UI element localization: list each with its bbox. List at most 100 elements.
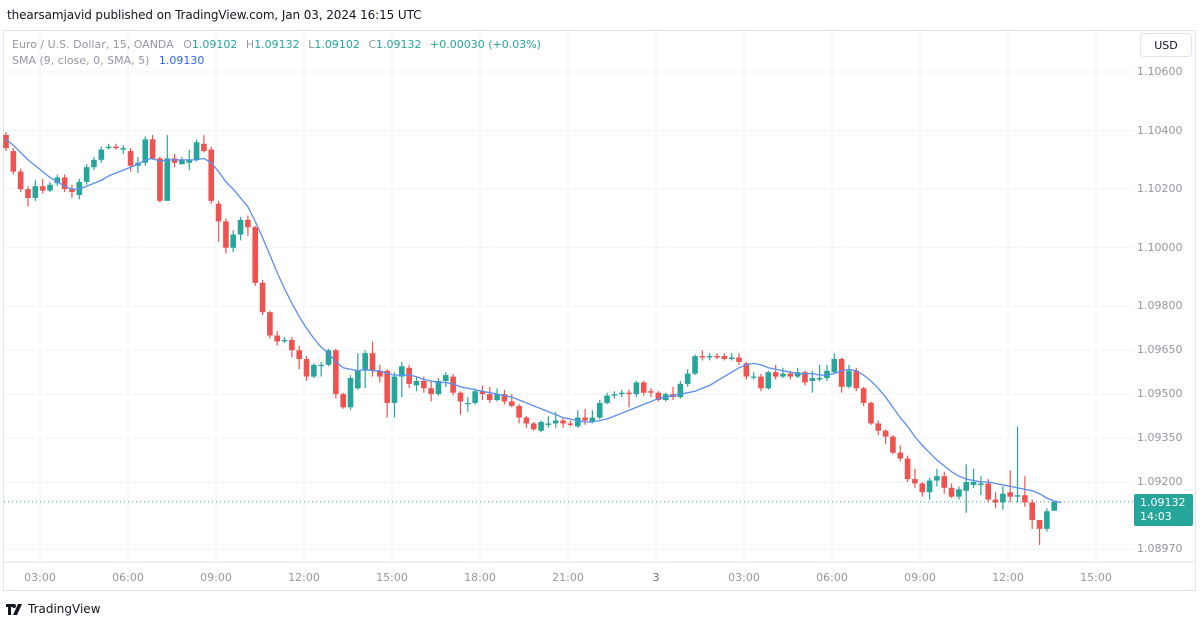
candle[interactable] bbox=[54, 174, 61, 187]
candle[interactable] bbox=[846, 364, 852, 389]
candle[interactable] bbox=[303, 356, 310, 381]
candle[interactable] bbox=[318, 361, 324, 377]
candle[interactable] bbox=[596, 400, 603, 420]
candle[interactable] bbox=[91, 156, 97, 171]
candle[interactable] bbox=[142, 136, 149, 166]
candle[interactable] bbox=[648, 388, 654, 398]
candle[interactable] bbox=[706, 353, 713, 361]
candle[interactable] bbox=[904, 455, 911, 482]
candle[interactable] bbox=[215, 200, 222, 242]
candle[interactable] bbox=[567, 420, 574, 427]
candle[interactable] bbox=[611, 391, 618, 399]
candle[interactable] bbox=[626, 389, 632, 408]
candle[interactable] bbox=[237, 216, 244, 241]
candle[interactable] bbox=[69, 184, 75, 198]
currency-button[interactable]: USD bbox=[1140, 33, 1192, 57]
candle[interactable] bbox=[472, 388, 478, 405]
candle[interactable] bbox=[413, 376, 420, 392]
candle[interactable] bbox=[32, 180, 39, 201]
candle[interactable] bbox=[523, 416, 530, 428]
candle[interactable] bbox=[714, 353, 720, 359]
candle[interactable] bbox=[267, 310, 273, 339]
candle[interactable] bbox=[501, 389, 508, 405]
candle[interactable] bbox=[816, 364, 823, 381]
candle[interactable] bbox=[875, 420, 882, 436]
candle[interactable] bbox=[692, 354, 698, 376]
candle[interactable] bbox=[149, 134, 156, 160]
candle[interactable] bbox=[333, 348, 339, 399]
candle[interactable] bbox=[486, 386, 493, 403]
candle[interactable] bbox=[589, 410, 596, 424]
candle[interactable] bbox=[765, 370, 772, 390]
candle[interactable] bbox=[83, 164, 90, 185]
candle[interactable] bbox=[464, 397, 471, 412]
candle[interactable] bbox=[443, 372, 449, 387]
candle[interactable] bbox=[802, 370, 808, 386]
candle[interactable] bbox=[780, 367, 786, 379]
candle[interactable] bbox=[157, 156, 163, 203]
candle[interactable] bbox=[113, 143, 119, 150]
candle[interactable] bbox=[289, 337, 295, 358]
chart-frame[interactable] bbox=[3, 30, 1196, 591]
candle[interactable] bbox=[39, 178, 46, 194]
candle[interactable] bbox=[1022, 476, 1028, 507]
symbol-name[interactable]: Euro / U.S. Dollar, 15, OANDA bbox=[12, 38, 174, 51]
candle[interactable] bbox=[794, 367, 801, 379]
candle[interactable] bbox=[245, 215, 251, 237]
candle[interactable] bbox=[538, 420, 544, 433]
candle[interactable] bbox=[340, 392, 346, 409]
candle[interactable] bbox=[1014, 426, 1021, 503]
candle[interactable] bbox=[311, 363, 317, 379]
candle[interactable] bbox=[10, 148, 17, 175]
candle[interactable] bbox=[296, 345, 302, 370]
candle[interactable] bbox=[530, 421, 537, 431]
candle[interactable] bbox=[164, 134, 171, 201]
candle[interactable] bbox=[399, 361, 405, 398]
candle[interactable] bbox=[259, 279, 266, 316]
candle[interactable] bbox=[978, 476, 984, 496]
candle[interactable] bbox=[435, 378, 442, 396]
candle[interactable] bbox=[1000, 486, 1006, 510]
candle[interactable] bbox=[963, 464, 970, 513]
candle[interactable] bbox=[120, 145, 127, 154]
candle[interactable] bbox=[684, 369, 691, 387]
candle[interactable] bbox=[208, 146, 215, 204]
candle[interactable] bbox=[457, 391, 464, 415]
candle[interactable] bbox=[1051, 501, 1057, 511]
candle[interactable] bbox=[193, 139, 200, 162]
candle[interactable] bbox=[384, 369, 390, 418]
candle[interactable] bbox=[223, 218, 229, 254]
candle[interactable] bbox=[838, 357, 845, 393]
candle[interactable] bbox=[912, 468, 918, 488]
candle[interactable] bbox=[831, 353, 838, 374]
candle[interactable] bbox=[325, 348, 332, 367]
candle[interactable] bbox=[47, 181, 53, 193]
candle[interactable] bbox=[230, 230, 237, 253]
footer-brand[interactable]: TradingView bbox=[6, 602, 101, 616]
candle[interactable] bbox=[956, 486, 962, 500]
candle[interactable] bbox=[897, 445, 904, 462]
candle[interactable] bbox=[970, 468, 977, 488]
candle[interactable] bbox=[721, 353, 728, 361]
candle[interactable] bbox=[61, 174, 68, 193]
candle[interactable] bbox=[926, 477, 933, 500]
candle[interactable] bbox=[941, 471, 948, 494]
candle[interactable] bbox=[171, 154, 178, 168]
candle[interactable] bbox=[934, 468, 940, 487]
candle[interactable] bbox=[252, 225, 259, 286]
candle[interactable] bbox=[391, 372, 398, 418]
candle[interactable] bbox=[1044, 508, 1050, 532]
candle[interactable] bbox=[508, 394, 515, 408]
candle[interactable] bbox=[105, 143, 112, 150]
candle[interactable] bbox=[406, 364, 412, 389]
candle[interactable] bbox=[640, 380, 647, 396]
candle[interactable] bbox=[17, 168, 24, 193]
candle[interactable] bbox=[750, 372, 757, 380]
candle[interactable] bbox=[992, 492, 999, 509]
candle[interactable] bbox=[545, 416, 552, 428]
candle[interactable] bbox=[618, 389, 625, 398]
candle[interactable] bbox=[677, 380, 684, 399]
candle[interactable] bbox=[824, 364, 830, 381]
candle[interactable] bbox=[201, 134, 207, 153]
